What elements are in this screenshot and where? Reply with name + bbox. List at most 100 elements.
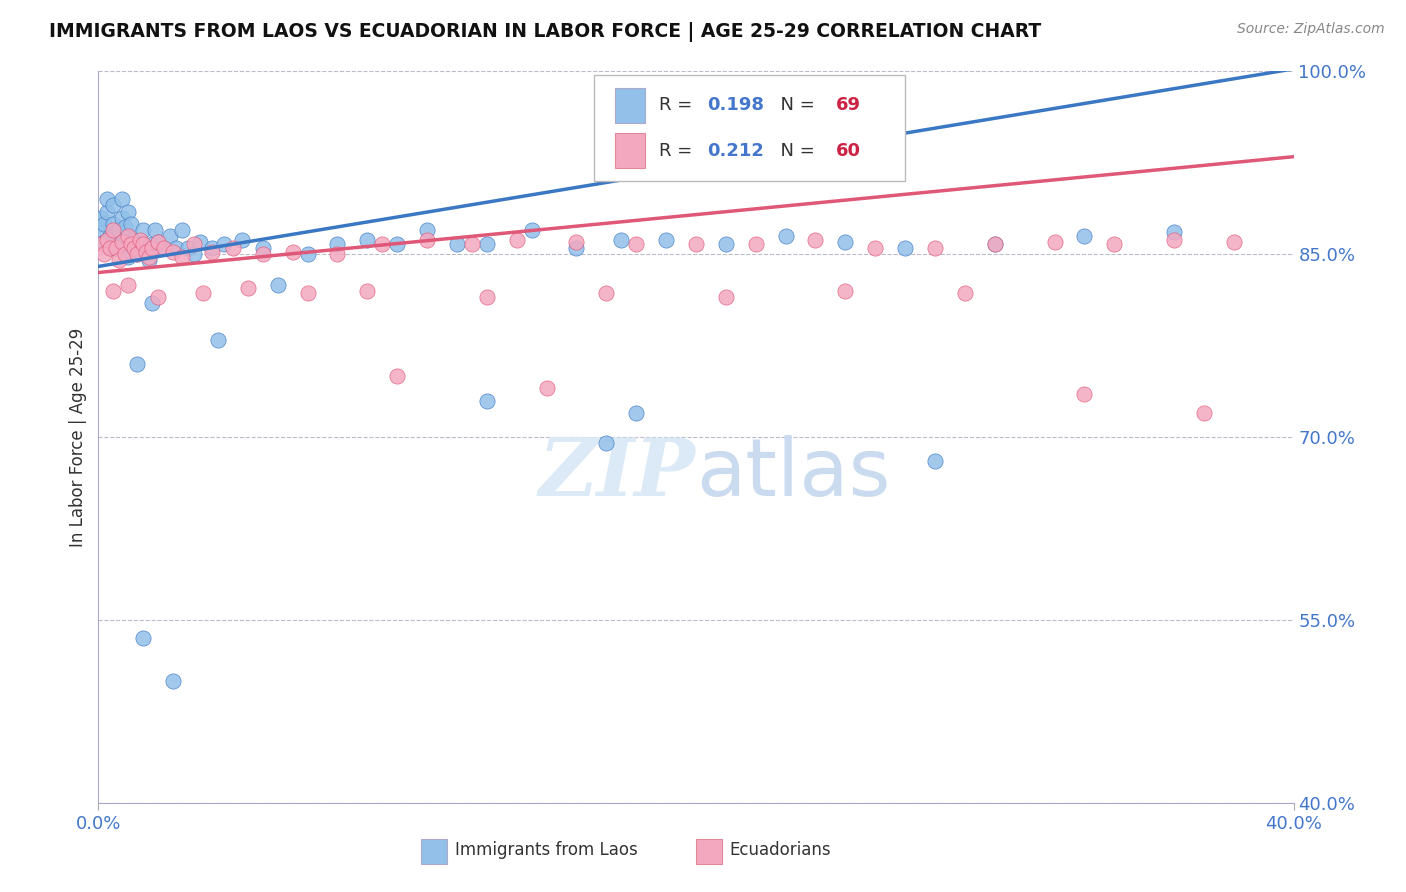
Point <box>129 233 152 247</box>
Point <box>90 211 112 225</box>
Point <box>595 436 617 450</box>
Point <box>117 250 139 264</box>
Point <box>165 241 187 255</box>
Text: 0.212: 0.212 <box>707 142 763 160</box>
Point <box>141 296 163 310</box>
Point <box>148 235 170 249</box>
Point <box>1073 387 1095 401</box>
Point <box>714 237 737 252</box>
Point <box>90 223 112 237</box>
Point <box>222 241 245 255</box>
Point <box>103 284 125 298</box>
Point <box>252 241 274 255</box>
Point <box>103 198 125 212</box>
Point <box>183 247 205 261</box>
Point <box>111 235 134 249</box>
Point <box>834 235 856 249</box>
Point <box>685 237 707 252</box>
Point <box>356 284 378 298</box>
Point <box>105 225 128 239</box>
Point <box>162 673 184 688</box>
Point <box>103 223 125 237</box>
Point <box>127 357 149 371</box>
FancyBboxPatch shape <box>595 75 905 181</box>
Text: Ecuadorians: Ecuadorians <box>730 841 831 859</box>
Point <box>984 237 1007 252</box>
Point <box>108 223 131 237</box>
Point <box>143 223 166 237</box>
Point <box>127 247 149 261</box>
Point <box>111 192 134 206</box>
Point <box>188 235 211 249</box>
Text: 69: 69 <box>835 96 860 114</box>
Point <box>565 241 588 255</box>
Y-axis label: In Labor Force | Age 25-29: In Labor Force | Age 25-29 <box>69 327 87 547</box>
Point <box>129 237 152 252</box>
Point <box>96 192 118 206</box>
Point <box>183 237 205 252</box>
Point <box>148 235 170 249</box>
Point <box>385 237 409 252</box>
Point <box>124 241 146 255</box>
Point <box>953 286 976 301</box>
Point <box>135 241 157 255</box>
Point <box>655 233 678 247</box>
Point <box>446 237 468 252</box>
Point <box>93 247 115 261</box>
Point <box>281 244 304 259</box>
Point <box>610 233 633 247</box>
Point <box>162 244 184 259</box>
Point <box>252 247 274 261</box>
Point <box>626 406 648 420</box>
Point <box>105 241 128 255</box>
Point <box>924 454 946 468</box>
Point <box>172 250 194 264</box>
Point <box>111 211 134 225</box>
Point <box>132 223 155 237</box>
Point <box>132 237 155 252</box>
Point <box>108 241 131 255</box>
Point <box>1163 233 1185 247</box>
Text: 60: 60 <box>835 142 860 160</box>
Text: 0.198: 0.198 <box>707 96 763 114</box>
FancyBboxPatch shape <box>422 838 447 863</box>
FancyBboxPatch shape <box>614 87 644 123</box>
Point <box>153 241 176 255</box>
Point <box>201 241 224 255</box>
Point <box>745 237 768 252</box>
Text: Source: ZipAtlas.com: Source: ZipAtlas.com <box>1237 22 1385 37</box>
Point <box>159 228 181 243</box>
Point <box>108 253 131 268</box>
Point <box>865 241 887 255</box>
Point <box>520 223 543 237</box>
Point <box>506 233 529 247</box>
Point <box>114 220 136 235</box>
FancyBboxPatch shape <box>614 133 644 169</box>
Point <box>1104 237 1126 252</box>
Point <box>626 237 648 252</box>
Point <box>98 241 122 255</box>
Point <box>416 233 439 247</box>
Point <box>127 247 149 261</box>
Point <box>1163 225 1185 239</box>
Point <box>90 237 112 252</box>
Text: atlas: atlas <box>696 434 890 513</box>
Point <box>124 233 146 247</box>
Point <box>804 233 827 247</box>
Point <box>103 217 125 231</box>
Point <box>1043 235 1066 249</box>
Point <box>984 237 1007 252</box>
Point <box>565 235 588 249</box>
FancyBboxPatch shape <box>696 838 723 863</box>
Point <box>894 241 917 255</box>
Point <box>117 228 139 243</box>
Point <box>120 237 142 252</box>
Point <box>297 247 319 261</box>
Point <box>834 284 856 298</box>
Point <box>1223 235 1246 249</box>
Text: Immigrants from Laos: Immigrants from Laos <box>454 841 637 859</box>
Point <box>148 290 170 304</box>
Point <box>114 247 136 261</box>
Point <box>297 286 319 301</box>
Point <box>191 286 214 301</box>
